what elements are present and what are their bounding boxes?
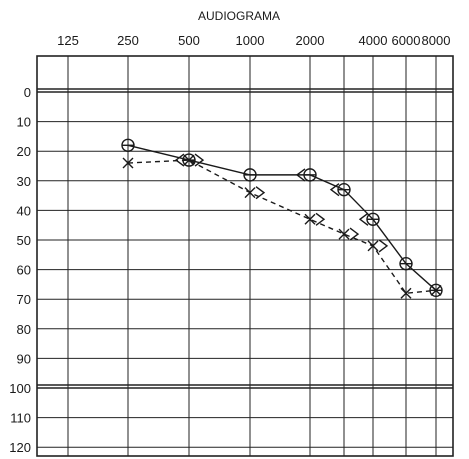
marker-bone-right (315, 212, 326, 226)
series-line-dashed (127, 159, 437, 295)
x-tick-label: 500 (178, 33, 200, 48)
y-tick-label: 30 (17, 174, 31, 189)
y-tick-label: 90 (17, 351, 31, 366)
marker-bone-right (255, 186, 266, 200)
y-tick-label: 10 (17, 115, 31, 130)
marker-x (430, 284, 442, 296)
marker-bone-left (358, 212, 369, 226)
x-tick-label: 6000 (392, 33, 421, 48)
marker-x (367, 240, 379, 252)
series-lines (127, 144, 437, 295)
marker-x (183, 154, 195, 166)
plot-frame (36, 55, 454, 457)
marker-bone-left (174, 153, 185, 167)
marker-bone-right (194, 153, 205, 167)
y-tick-label: 120 (9, 440, 31, 455)
y-tick-label: 80 (17, 322, 31, 337)
x-tick-label: 1000 (236, 33, 265, 48)
marker-bone-left (295, 168, 306, 182)
marker-x (122, 157, 134, 169)
x-tick-label: 2000 (296, 33, 325, 48)
y-tick-label: 60 (17, 263, 31, 278)
y-tick-label: 110 (10, 411, 31, 426)
marker-bone-right (378, 239, 389, 253)
x-tick-label: 4000 (359, 33, 388, 48)
y-tick-label: 40 (17, 203, 31, 218)
y-tick-label: 100 (9, 381, 31, 396)
x-tick-label: 250 (117, 33, 139, 48)
series-markers (121, 138, 443, 299)
x-tick-label: 125 (57, 33, 79, 48)
y-tick-label: 70 (17, 292, 31, 307)
marker-bone-left (329, 183, 340, 197)
grid (37, 56, 453, 456)
y-tick-label: 0 (24, 85, 31, 100)
marker-x (244, 187, 256, 199)
marker-x (304, 213, 316, 225)
x-tick-label: 8000 (422, 33, 451, 48)
chart-title: AUDIOGRAMA (198, 9, 280, 23)
series-line-solid (127, 144, 437, 291)
y-tick-label: 50 (17, 233, 31, 248)
tick-labels: 125 250 500 1000 2000 4000 6000 8000 0 10 20 30 40 50… (9, 33, 450, 455)
marker-x (400, 287, 412, 299)
marker-bone-right (349, 227, 360, 241)
marker-x (338, 228, 350, 240)
y-tick-label: 20 (17, 144, 31, 159)
